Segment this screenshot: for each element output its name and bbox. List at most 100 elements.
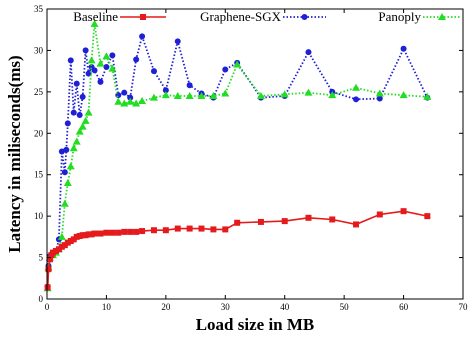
series-layer [43,19,432,292]
data-point-panoply [84,108,93,116]
data-point-baseline [210,226,217,233]
y-tick-label: 15 [34,170,44,180]
x-tick-label: 10 [102,302,112,312]
legend-marker-panoply [438,13,446,20]
data-point-baseline [133,228,140,235]
data-point-graphene-sgx [91,67,98,74]
data-point-panoply [57,232,66,240]
data-point-panoply [114,97,123,105]
data-point-baseline [46,256,53,263]
data-point-panoply [138,96,147,104]
data-point-panoply [81,116,90,124]
data-point-panoply [78,122,87,130]
data-point-baseline [139,228,146,235]
data-point-panoply [87,56,96,64]
data-point-panoply [60,199,69,207]
series-baseline [44,208,431,291]
data-point-graphene-sgx [174,38,181,45]
data-point-graphene-sgx [305,49,312,56]
data-point-graphene-sgx [162,87,169,94]
data-point-baseline [353,221,360,228]
legend-label-graphene-sgx: Graphene-SGX [200,9,281,24]
data-point-baseline [91,230,98,237]
legend-marker-graphene-sgx [301,14,308,20]
data-point-graphene-sgx [73,80,80,87]
data-point-graphene-sgx [121,89,128,96]
data-point-baseline [376,211,383,218]
data-point-panoply [173,92,182,99]
x-tick-label: 20 [161,302,171,312]
data-point-baseline [127,228,134,235]
x-tick-label: 60 [399,302,409,312]
data-point-baseline [234,219,241,226]
data-point-baseline [97,230,104,237]
data-point-graphene-sgx [97,78,104,85]
legend: Baseline Graphene-SGX Panoply [73,9,461,24]
data-point-graphene-sgx [222,66,229,73]
data-point-baseline [281,218,288,225]
data-point-baseline [198,225,205,232]
y-tick-label: 30 [34,45,44,55]
legend-label-baseline: Baseline [73,9,118,24]
legend-label-panoply: Panoply [378,9,421,24]
data-point-baseline [329,216,336,223]
data-point-baseline [45,266,52,273]
data-point-graphene-sgx [76,112,83,119]
data-point-panoply [90,19,99,27]
data-point-graphene-sgx [139,33,146,40]
data-point-panoply [375,89,384,97]
data-point-panoply [233,60,242,68]
data-point-panoply [149,93,158,101]
x-tick-label: 70 [459,302,469,312]
data-point-panoply [72,137,81,145]
data-point-graphene-sgx [103,64,110,70]
legend-marker-baseline [140,14,146,20]
x-tick-label: 0 [45,302,50,312]
data-point-baseline [162,227,169,234]
data-point-panoply [256,92,265,99]
data-point-panoply [209,92,218,99]
data-point-baseline [150,227,157,234]
plot-frame [46,8,464,300]
data-point-graphene-sgx [63,146,70,153]
data-point-panoply [126,97,135,105]
y-tick-label: 35 [34,4,44,14]
data-point-baseline [186,225,193,232]
data-point-graphene-sgx [127,94,134,101]
data-point-baseline [400,208,407,215]
data-point-panoply [63,179,72,186]
legend-item-baseline: Baseline [73,9,166,24]
data-point-panoply [221,89,230,97]
data-point-panoply [328,91,337,99]
data-point-graphene-sgx [67,57,74,64]
legend-item-graphene-sgx: Graphene-SGX [200,9,326,24]
series-line-panoply [46,23,428,289]
data-point-baseline [257,218,264,225]
data-point-baseline [424,213,431,220]
data-point-graphene-sgx [400,45,407,52]
data-point-baseline [44,284,51,291]
x-tick-label: 50 [340,302,350,312]
y-tick-label: 10 [34,211,44,221]
data-point-panoply [66,162,75,170]
data-point-graphene-sgx [133,56,140,63]
x-axis-title: Load size in MB [196,315,315,334]
legend-item-panoply: Panoply [378,9,461,24]
data-point-graphene-sgx [64,120,71,127]
data-point-panoply [132,99,141,107]
data-point-baseline [109,229,116,236]
data-point-graphene-sgx [186,82,193,89]
data-point-panoply [185,92,194,99]
data-point-panoply [197,92,206,99]
data-point-panoply [161,91,170,99]
data-point-panoply [102,52,111,60]
data-point-baseline [305,214,312,221]
x-tick-label: 30 [221,302,231,312]
y-tick-label: 5 [39,253,44,263]
data-point-baseline [103,229,110,236]
data-point-panoply [280,90,289,98]
data-point-baseline [115,229,122,236]
data-point-graphene-sgx [61,169,68,176]
y-tick-label: 0 [39,294,44,304]
